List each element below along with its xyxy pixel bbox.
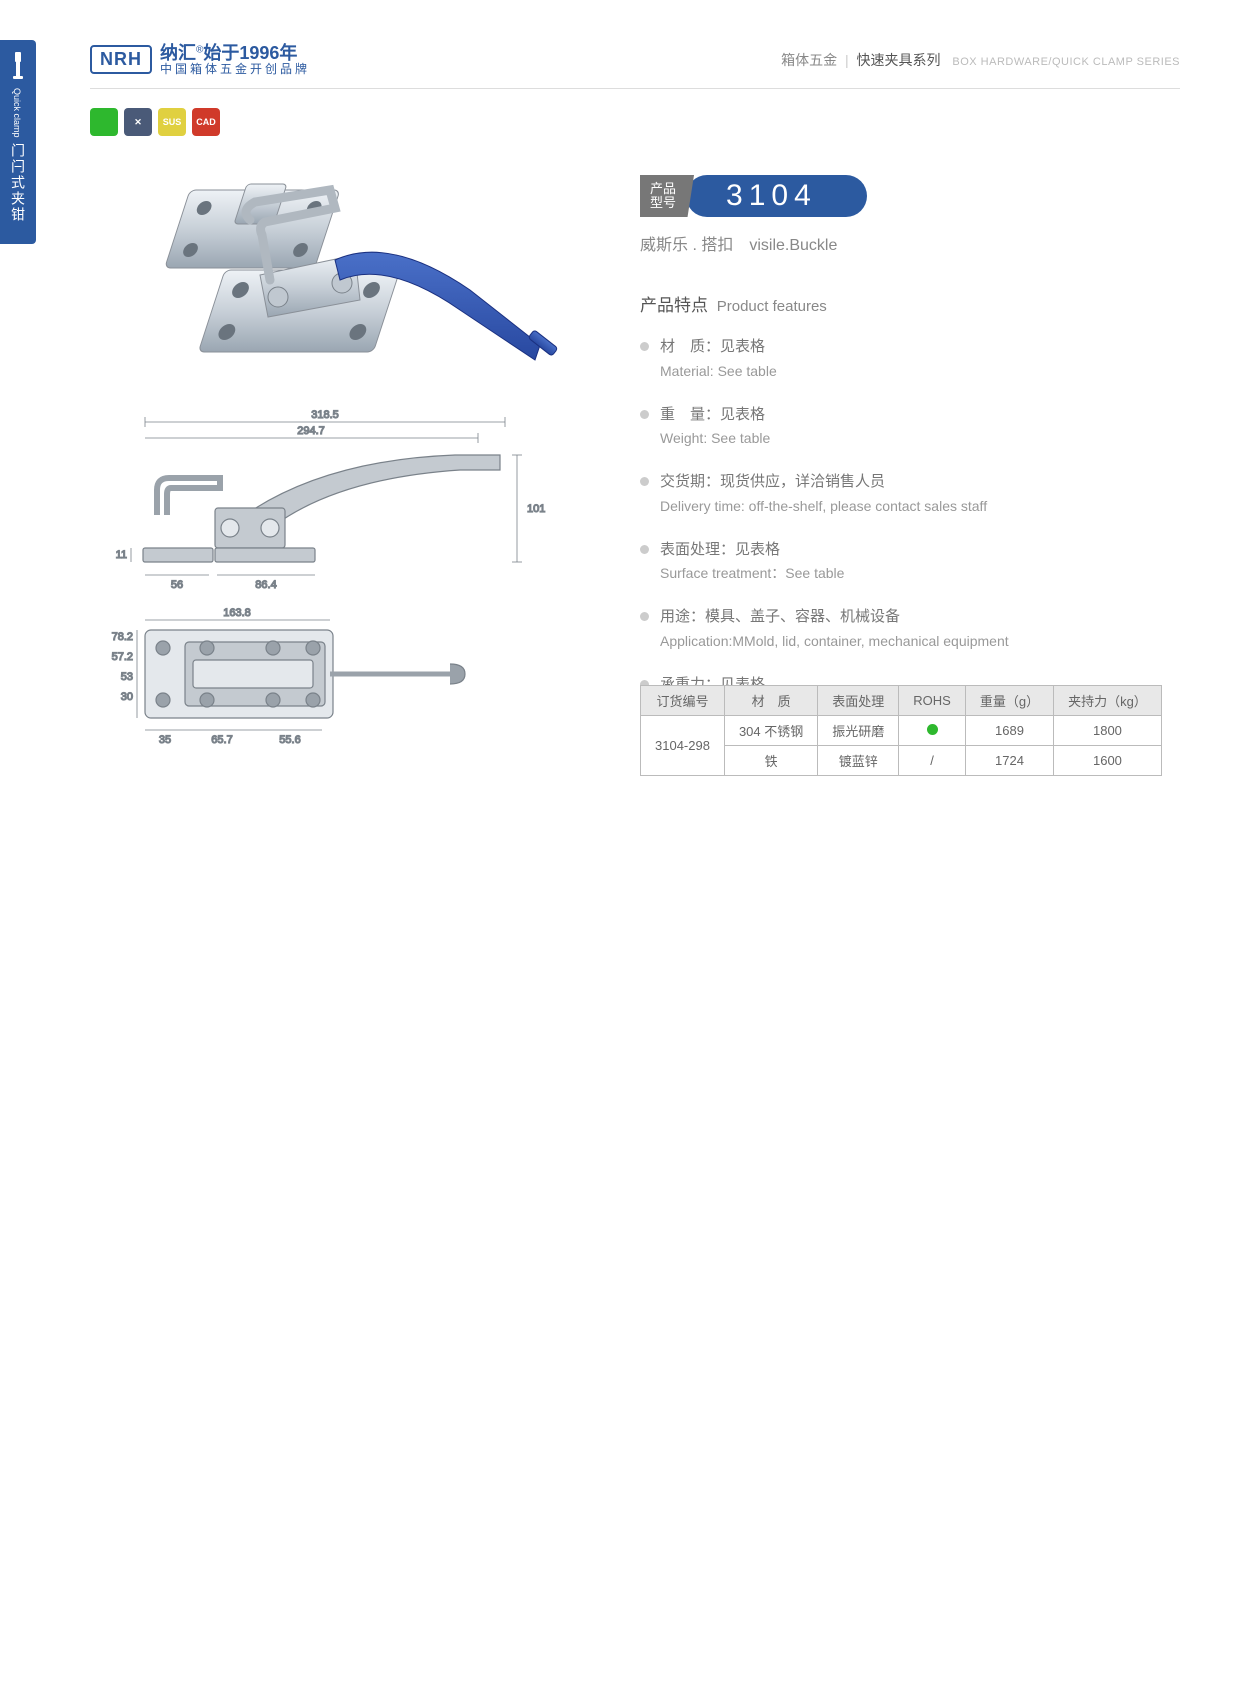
spec-rohs-1: / [899, 746, 966, 776]
breadcrumb: 箱体五金 | 快速夹具系列 BOX HARDWARE/QUICK CLAMP S… [781, 50, 1180, 70]
dim-65: 65.7 [211, 734, 232, 746]
spec-header-row: 订货编号材 质表面处理ROHS重量（g）夹持力（kg） [641, 686, 1162, 716]
spec-weight-0: 1689 [965, 716, 1053, 746]
spec-capacity-1: 1600 [1054, 746, 1162, 776]
features-title-cn: 产品特点 [640, 296, 708, 315]
dim-30: 30 [121, 691, 133, 703]
spec-th-3: ROHS [899, 686, 966, 716]
right-column: 产品 型号 3104 威斯乐 . 搭扣 visile.Buckle 产品特点 Pr… [640, 175, 1180, 741]
breadcrumb-a: 箱体五金 [781, 52, 837, 68]
badge-2: SUS [158, 108, 186, 136]
features-title-en: Product features [717, 298, 827, 315]
breadcrumb-en: BOX HARDWARE/QUICK CLAMP SERIES [952, 56, 1180, 68]
feature-cn-2: 交货期：现货供应，详洽销售人员 [660, 473, 885, 490]
feature-item-3: 表面处理：见表格 Surface treatment：See table [640, 539, 1180, 585]
spec-th-0: 订货编号 [641, 686, 725, 716]
feature-item-1: 重 量：见表格 Weight: See table [640, 404, 1180, 450]
feature-item-4: 用途：模具、盖子、容器、机械设备 Application:MMold, lid, … [640, 606, 1180, 652]
feature-en-1: Weight: See table [660, 428, 1180, 449]
feature-en-0: Material: See table [660, 361, 1180, 382]
subtitle-cn: 威斯乐 . 搭扣 [640, 237, 733, 254]
spec-capacity-0: 1800 [1054, 716, 1162, 746]
badge-3: CAD [192, 108, 220, 136]
feature-list: 材 质：见表格 Material: See table 重 量：见表格 Weight:… [640, 336, 1180, 719]
spec-body: 3104-298304 不锈钢振光研磨 16891800 铁镀蓝锌/17241600 [641, 716, 1162, 776]
spec-table: 订货编号材 质表面处理ROHS重量（g）夹持力（kg） 3104-298304 … [640, 685, 1162, 776]
spec-th-4: 重量（g） [965, 686, 1053, 716]
dim-163: 163.8 [223, 607, 251, 619]
header-divider [90, 88, 1180, 89]
technical-drawing: 318.5 294.7 101 11 [90, 400, 560, 780]
logo-box: NRH [90, 45, 152, 74]
model-label-2: 型号 [650, 196, 676, 210]
feature-en-2: Delivery time: off-the-shelf, please con… [660, 496, 1180, 517]
product-subtitle: 威斯乐 . 搭扣 visile.Buckle [640, 231, 1180, 255]
spec-material-0: 304 不锈钢 [724, 716, 817, 746]
feature-en-3: Surface treatment：See table [660, 563, 1180, 584]
dim-35: 35 [159, 734, 171, 746]
logo-block: NRH 纳汇®始于1996年 中国箱体五金开创品牌 [90, 44, 310, 77]
feature-item-0: 材 质：见表格 Material: See table [640, 336, 1180, 382]
spec-th-2: 表面处理 [818, 686, 899, 716]
spec-th-1: 材 质 [724, 686, 817, 716]
dim-57: 57.2 [112, 651, 133, 663]
model-row: 产品 型号 3104 [640, 175, 1180, 217]
spec-th-5: 夹持力（kg） [1054, 686, 1162, 716]
logo-text: 纳汇®始于1996年 中国箱体五金开创品牌 [160, 44, 310, 77]
spec-row-0: 3104-298304 不锈钢振光研磨16891800 [641, 716, 1162, 746]
spec-code: 3104-298 [641, 716, 725, 776]
dim-53: 53 [121, 671, 133, 683]
badge-0 [90, 108, 118, 136]
features-title: 产品特点 Product features [640, 291, 1180, 316]
dim-56: 56 [171, 579, 183, 591]
model-label-1: 产品 [650, 182, 676, 196]
dim-55: 55.6 [279, 734, 300, 746]
spec-surface-1: 镀蓝锌 [818, 746, 899, 776]
model-label: 产品 型号 [640, 175, 694, 217]
breadcrumb-sep: | [845, 52, 849, 68]
product-render [130, 160, 560, 390]
feature-cn-3: 表面处理：见表格 [660, 541, 780, 558]
clamp-icon [9, 50, 27, 80]
dim-86: 86.4 [255, 579, 276, 591]
logo-cn: 纳汇 [160, 43, 196, 63]
dim-318: 318.5 [311, 409, 339, 421]
side-tab-en: Quick clamp [12, 88, 22, 138]
side-tab-cn: 门闩式夹钳 [8, 143, 28, 223]
side-category-tab: Quick clamp 门闩式夹钳 [0, 40, 36, 244]
feature-cn-0: 材 质：见表格 [660, 338, 765, 355]
feature-cn-1: 重 量：见表格 [660, 406, 765, 423]
spec-surface-0: 振光研磨 [818, 716, 899, 746]
spec-material-1: 铁 [724, 746, 817, 776]
model-number: 3104 [686, 175, 867, 217]
badge-row: ✕SUSCAD [90, 108, 220, 136]
logo-sub: 中国箱体五金开创品牌 [160, 63, 310, 76]
dim-101: 101 [527, 503, 545, 515]
spec-weight-1: 1724 [965, 746, 1053, 776]
dim-294: 294.7 [297, 425, 325, 437]
breadcrumb-b: 快速夹具系列 [857, 52, 941, 68]
feature-item-2: 交货期：现货供应，详洽销售人员 Delivery time: off-the-sh… [640, 471, 1180, 517]
feature-en-4: Application:MMold, lid, container, mecha… [660, 631, 1180, 652]
badge-1: ✕ [124, 108, 152, 136]
dim-11: 11 [116, 549, 127, 561]
feature-cn-4: 用途：模具、盖子、容器、机械设备 [660, 608, 900, 625]
spec-rohs-0 [899, 716, 966, 746]
logo-year: 始于1996年 [203, 43, 297, 63]
dim-78: 78.2 [112, 631, 133, 643]
subtitle-en: visile.Buckle [749, 237, 837, 254]
page-header: NRH 纳汇®始于1996年 中国箱体五金开创品牌 箱体五金 | 快速夹具系列 … [90, 40, 1180, 80]
